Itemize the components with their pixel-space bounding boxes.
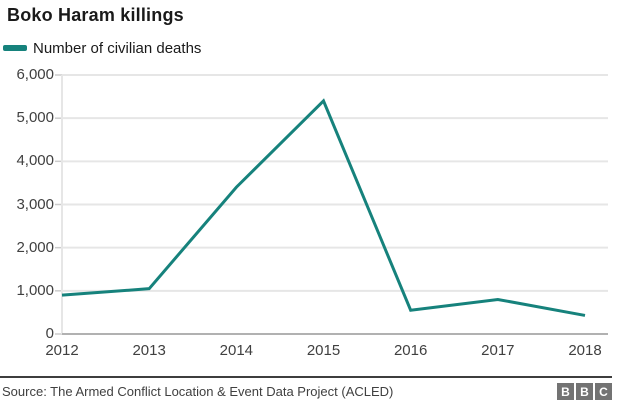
bbc-logo-block: B xyxy=(557,383,574,400)
y-axis-label: 6,000 xyxy=(16,66,54,83)
legend-label: Number of civilian deaths xyxy=(33,39,202,57)
line-chart: 0 1,000 2,000 3,000 4,000 5,000 6,000 2012 2013 2… xyxy=(0,60,640,360)
y-axis-label: 1,000 xyxy=(16,281,54,299)
page-title: Boko Haram killings xyxy=(7,5,184,25)
footer: Source: The Armed Conflict Location & Ev… xyxy=(0,376,612,400)
bbc-logo-block: B xyxy=(576,383,593,400)
x-axis-label: 2018 xyxy=(568,342,602,359)
y-axis-label: 0 xyxy=(45,325,54,342)
bbc-logo-block: C xyxy=(595,383,612,400)
y-axis-label: 4,000 xyxy=(16,152,54,170)
x-axis-label: 2016 xyxy=(393,342,428,359)
plot-area xyxy=(55,74,608,335)
x-axis-label: 2015 xyxy=(306,342,341,359)
x-axis-label: 2012 xyxy=(45,342,79,359)
y-axis-label: 2,000 xyxy=(16,238,54,256)
legend: Number of civilian deaths xyxy=(3,39,202,57)
y-axis-label: 3,000 xyxy=(16,195,54,213)
data-line xyxy=(61,98,586,317)
x-axis-label: 2014 xyxy=(219,342,254,359)
x-axis-label: 2017 xyxy=(481,342,515,359)
source-text: Source: The Armed Conflict Location & Ev… xyxy=(2,384,394,399)
y-axis-label: 5,000 xyxy=(16,109,54,127)
legend-swatch-icon xyxy=(3,45,27,51)
x-axis-label: 2013 xyxy=(132,342,166,359)
